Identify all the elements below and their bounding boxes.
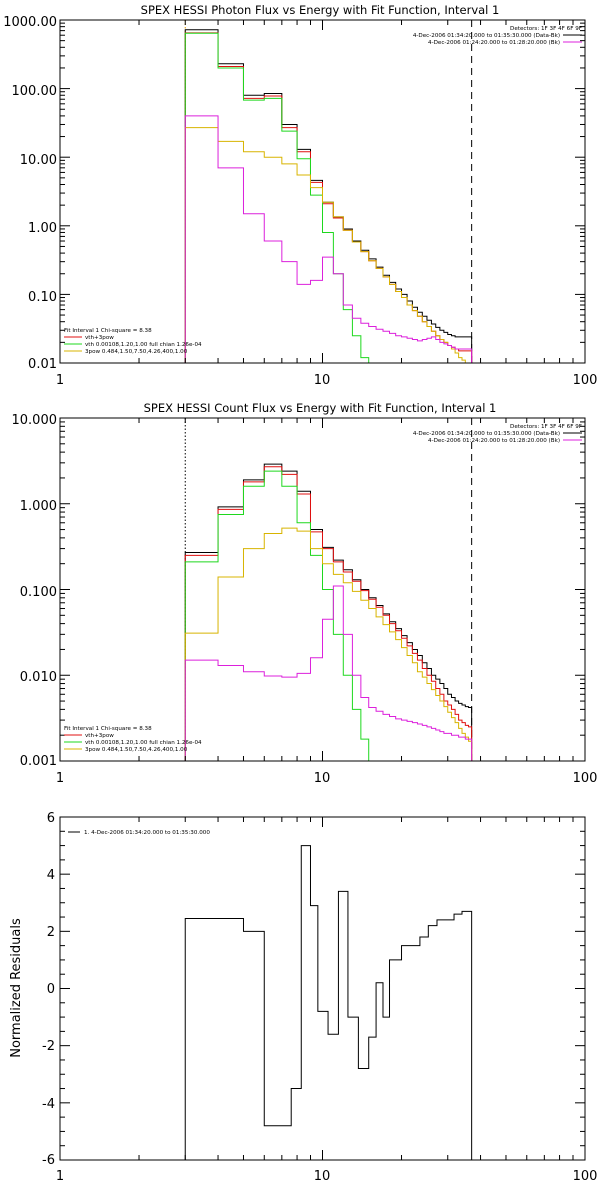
count-x-tick-label: 100 [573,771,598,786]
resid-x-tick-label: 1 [56,1169,64,1184]
photon-flux-panel: SPEX HESSI Photon Flux vs Energy with Fi… [3,3,597,388]
photon-y-tick-label: 1.00 [28,221,57,236]
series-step-line-1 [184,32,473,363]
photon-fit-3pow-text: 3pow 0.484,1.50,7.50,4.26,400,1.00 [85,349,188,355]
count-bk-interval-text: 4-Dec-2006 01:24:20.000 to 01:28:20.000 … [428,438,560,444]
count-flux-panel: SPEX HESSI Count Flux vs Energy with Fit… [12,401,598,786]
count-flux-title: SPEX HESSI Count Flux vs Energy with Fit… [144,401,497,415]
photon-bk-interval-text: 4-Dec-2006 01:24:20.000 to 01:28:20.000 … [428,40,560,46]
photon-y-tick-label: 0.01 [28,357,57,372]
photon-y-tick-label: 0.10 [28,290,57,305]
photon-x-tick-label: 1 [56,373,64,388]
resid-y-tick-label: 4 [47,868,55,883]
photon-fit-vth-text: vth 0.00108,1.20,1.00 full chian 1.26e-0… [85,342,202,348]
count-flux-axes [59,418,585,762]
series-step-line-1 [184,466,473,761]
resid-y-tick-label: -6 [42,1153,55,1168]
residuals-panel: 6 4 2 0 -2 -4 -6 1 10 100 Normalized Res… [9,811,597,1184]
count-x-tick-label: 1 [56,771,64,786]
resid-y-tick-label: -2 [42,1039,55,1054]
resid-y-tick-label: 6 [47,811,55,826]
count-fit-3pow-text: 3pow 0.484,1.50,7.50,4.26,400,1.00 [85,747,188,753]
series-step-line-2 [184,470,370,761]
residuals-frame [59,816,586,1161]
count-y-tick-label: 0.001 [20,754,57,769]
series-step-line-4 [184,115,473,363]
residuals-marks [184,845,473,1160]
series-step-line-2 [184,32,370,363]
count-fit-total-text: vth+3pow [85,733,114,739]
series-step-line-3 [184,127,473,363]
photon-fit-interval-text: Fit Interval 1 Chi-square = 8.38 [64,328,152,334]
residuals-axes [59,816,585,1161]
count-y-tick-label: 0.100 [20,585,57,600]
count-x-tick-label: 10 [314,771,331,786]
photon-data-interval-text: 4-Dec-2006 01:34:20.000 to 01:35:30.000 … [413,33,560,39]
residuals-y-axis-label: Normalized Residuals [9,918,24,1058]
count-y-tick-label: 1.000 [20,499,57,514]
count-flux-marks [184,418,473,761]
photon-detectors-text: Detectors: 1F 3F 4F 6F 9F [510,26,582,32]
photon-y-tick-label: 1000.00 [3,15,57,30]
resid-y-tick-label: 0 [47,982,55,997]
resid-x-tick-label: 10 [314,1169,331,1184]
count-fit-interval-text: Fit Interval 1 Chi-square = 8.38 [64,726,152,732]
photon-fit-total-text: vth+3pow [85,335,114,341]
photon-x-tick-label: 100 [573,373,598,388]
photon-flux-marks [184,20,473,363]
resid-y-tick-label: -4 [42,1097,55,1112]
photon-x-tick-label: 10 [314,373,331,388]
count-detectors-text: Detectors: 1F 3F 4F 6F 9F [510,424,582,430]
series-step-line-4 [184,585,473,761]
series-step-line-0 [184,29,473,363]
count-y-tick-label: 10.000 [12,413,58,428]
photon-y-tick-label: 100.00 [12,84,58,99]
series-step-line-0 [184,845,473,1160]
residuals-legend-text: 1. 4-Dec-2006 01:34:20.000 to 01:35:30.0… [84,830,210,836]
count-y-tick-label: 0.010 [20,670,57,685]
photon-flux-title: SPEX HESSI Photon Flux vs Energy with Fi… [141,3,500,17]
resid-y-tick-label: 2 [47,925,55,940]
count-fit-vth-text: vth 0.00108,1.20,1.00 full chian 1.26e-0… [85,740,202,746]
photon-flux-axes [59,20,585,364]
resid-x-tick-label: 100 [573,1169,598,1184]
series-step-line-3 [184,527,473,761]
photon-y-tick-label: 10.00 [20,153,57,168]
count-data-interval-text: 4-Dec-2006 01:34:20.000 to 01:35:30.000 … [413,431,560,437]
